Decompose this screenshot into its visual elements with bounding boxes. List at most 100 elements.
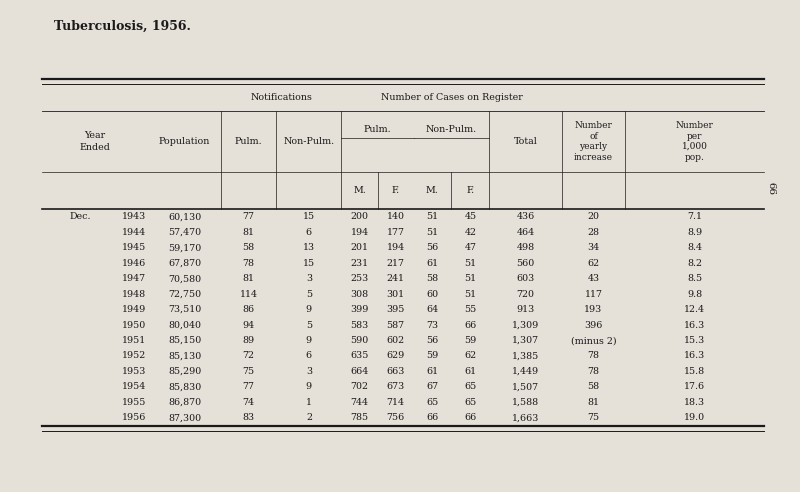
Text: 73: 73: [426, 321, 438, 330]
Text: 702: 702: [350, 382, 369, 392]
Text: 114: 114: [239, 290, 258, 299]
Text: 45: 45: [464, 213, 477, 221]
Text: 81: 81: [242, 274, 254, 283]
Text: 99: 99: [770, 181, 779, 193]
Text: 8.5: 8.5: [687, 274, 702, 283]
Text: 78: 78: [587, 351, 599, 361]
Text: 51: 51: [426, 228, 438, 237]
Text: Non-Pulm.: Non-Pulm.: [426, 124, 477, 134]
Text: 56: 56: [426, 336, 438, 345]
Text: 51: 51: [464, 274, 477, 283]
Text: 86,870: 86,870: [168, 398, 201, 407]
Text: 78: 78: [242, 259, 254, 268]
Text: 66: 66: [464, 413, 477, 422]
Text: 70,580: 70,580: [168, 274, 201, 283]
Text: 140: 140: [386, 213, 405, 221]
Text: 9.8: 9.8: [687, 290, 702, 299]
Text: 1949: 1949: [122, 305, 146, 314]
Text: 60,130: 60,130: [168, 213, 202, 221]
Text: Notifications: Notifications: [250, 92, 312, 102]
Text: 15.3: 15.3: [684, 336, 706, 345]
Text: 59: 59: [426, 351, 438, 361]
Text: Number
per
1,000
pop.: Number per 1,000 pop.: [676, 122, 714, 161]
Text: 217: 217: [386, 259, 405, 268]
Text: 6: 6: [306, 228, 312, 237]
Text: 1956: 1956: [122, 413, 146, 422]
Text: 42: 42: [464, 228, 476, 237]
Text: Tuberculosis, 1956.: Tuberculosis, 1956.: [54, 20, 191, 33]
Text: 47: 47: [464, 243, 476, 252]
Text: 8.2: 8.2: [687, 259, 702, 268]
Text: 85,130: 85,130: [168, 351, 202, 361]
Text: 66: 66: [426, 413, 438, 422]
Text: 664: 664: [350, 367, 369, 376]
Text: 61: 61: [426, 259, 438, 268]
Text: 231: 231: [350, 259, 369, 268]
Text: 1951: 1951: [122, 336, 146, 345]
Text: 94: 94: [242, 321, 254, 330]
Text: 1953: 1953: [122, 367, 146, 376]
Text: 583: 583: [350, 321, 369, 330]
Text: 3: 3: [306, 274, 312, 283]
Text: 67: 67: [426, 382, 438, 392]
Text: 1,588: 1,588: [512, 398, 539, 407]
Text: 59: 59: [464, 336, 477, 345]
Text: 590: 590: [350, 336, 369, 345]
Text: 62: 62: [464, 351, 477, 361]
Text: 1,663: 1,663: [512, 413, 539, 422]
Text: 15: 15: [303, 213, 315, 221]
Text: F.: F.: [391, 186, 400, 195]
Text: Number
of
yearly
increase: Number of yearly increase: [574, 122, 613, 161]
Text: 56: 56: [426, 243, 438, 252]
Text: 51: 51: [464, 290, 477, 299]
Text: 74: 74: [242, 398, 254, 407]
Text: 720: 720: [517, 290, 534, 299]
Text: 6: 6: [306, 351, 312, 361]
Text: Pulm.: Pulm.: [234, 137, 262, 146]
Text: 1950: 1950: [122, 321, 146, 330]
Text: 89: 89: [242, 336, 254, 345]
Text: 61: 61: [426, 367, 438, 376]
Text: 61: 61: [464, 367, 477, 376]
Text: 57,470: 57,470: [168, 228, 201, 237]
Text: 13: 13: [303, 243, 315, 252]
Text: 62: 62: [587, 259, 599, 268]
Text: 34: 34: [587, 243, 599, 252]
Text: 65: 65: [464, 398, 477, 407]
Text: Population: Population: [159, 137, 210, 146]
Text: 77: 77: [242, 382, 254, 392]
Text: 560: 560: [517, 259, 534, 268]
Text: 58: 58: [587, 382, 599, 392]
Text: 663: 663: [386, 367, 405, 376]
Text: 86: 86: [242, 305, 254, 314]
Text: 194: 194: [350, 228, 369, 237]
Text: 55: 55: [464, 305, 477, 314]
Text: 72: 72: [242, 351, 254, 361]
Text: M.: M.: [353, 186, 366, 195]
Text: 58: 58: [242, 243, 254, 252]
Text: Pulm.: Pulm.: [364, 124, 391, 134]
Text: 587: 587: [386, 321, 405, 330]
Text: 60: 60: [426, 290, 438, 299]
Text: 1,507: 1,507: [512, 382, 539, 392]
Text: 19.0: 19.0: [684, 413, 706, 422]
Text: 1,449: 1,449: [512, 367, 539, 376]
Text: 73,510: 73,510: [168, 305, 202, 314]
Text: 15.8: 15.8: [684, 367, 706, 376]
Text: Number of Cases on Register: Number of Cases on Register: [381, 92, 522, 102]
Text: 8.9: 8.9: [687, 228, 702, 237]
Text: Non-Pulm.: Non-Pulm.: [283, 137, 334, 146]
Text: 9: 9: [306, 336, 312, 345]
Text: 301: 301: [386, 290, 405, 299]
Text: Total: Total: [514, 137, 538, 146]
Text: 194: 194: [386, 243, 405, 252]
Text: 51: 51: [426, 213, 438, 221]
Text: 200: 200: [350, 213, 369, 221]
Text: 51: 51: [464, 259, 477, 268]
Text: 396: 396: [584, 321, 602, 330]
Text: 1952: 1952: [122, 351, 146, 361]
Text: (minus 2): (minus 2): [570, 336, 616, 345]
Text: 1,307: 1,307: [512, 336, 539, 345]
Text: 714: 714: [386, 398, 405, 407]
Text: 43: 43: [587, 274, 599, 283]
